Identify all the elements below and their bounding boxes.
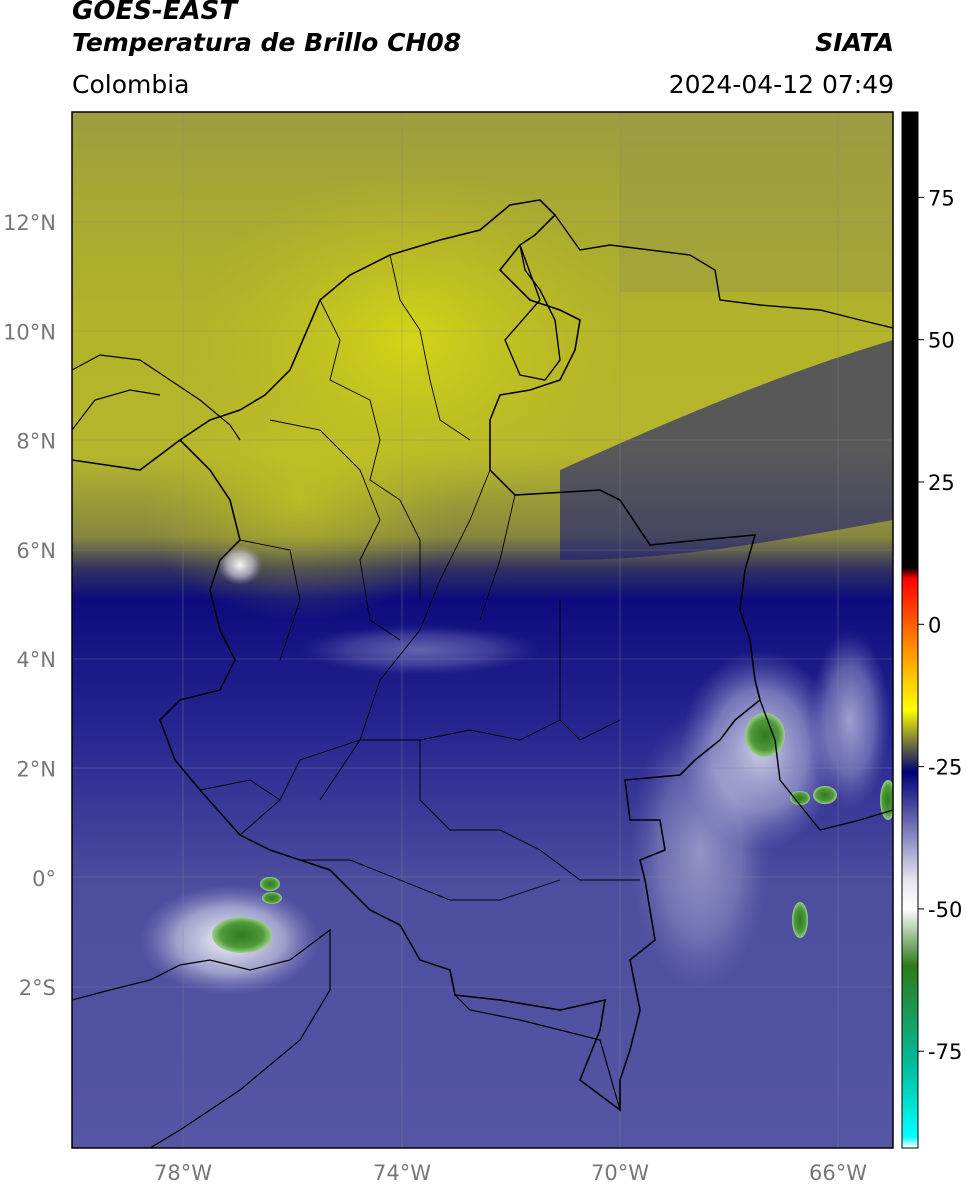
timestamp-label: 2024-04-12 07:49 bbox=[668, 70, 894, 99]
colorbar-tick-label: 0 bbox=[928, 613, 941, 637]
latitude-tick-label: 6°N bbox=[16, 539, 56, 563]
latitude-tick-label: 12°N bbox=[3, 211, 56, 235]
map-frame bbox=[71, 111, 894, 1149]
colorbar-tick-label: 75 bbox=[928, 186, 955, 210]
product-title: Temperatura de Brillo CH08 bbox=[72, 28, 462, 57]
longitude-tick-label: 78°W bbox=[154, 1161, 212, 1185]
colorbar bbox=[902, 112, 918, 1148]
borders bbox=[72, 199, 893, 1148]
latitude-tick-label: 2°S bbox=[19, 976, 56, 1000]
colorbar-tick-label: -50 bbox=[928, 898, 962, 922]
gridlines bbox=[72, 112, 893, 1148]
organization-label: SIATA bbox=[815, 28, 894, 57]
latitude-tick-label: 2°N bbox=[16, 758, 56, 782]
colorbar-tick-label: -25 bbox=[928, 756, 962, 780]
latitude-tick-label: 10°N bbox=[3, 320, 56, 344]
latitude-labels: 12°N 10°N 8°N 6°N 4°N 2°N 0° 2°S bbox=[3, 211, 56, 1000]
latitude-tick-label: 8°N bbox=[16, 430, 56, 454]
region-label: Colombia bbox=[72, 70, 190, 99]
colorbar-tick-label: 25 bbox=[928, 471, 955, 495]
longitude-labels: 78°W 74°W 70°W 66°W bbox=[154, 1161, 867, 1185]
latitude-tick-label: 0° bbox=[32, 867, 56, 891]
satellite-title: GOES-EAST bbox=[72, 0, 238, 26]
longitude-tick-label: 66°W bbox=[809, 1161, 867, 1185]
colorbar-tick-label: -75 bbox=[928, 1040, 962, 1064]
colorbar-ticks: 75 50 25 0 -25 -50 -75 bbox=[918, 186, 962, 1064]
colorbar-tick-label: 50 bbox=[928, 329, 955, 353]
brightness-field bbox=[72, 112, 893, 1148]
colorbar-frame bbox=[901, 111, 919, 1149]
latitude-tick-label: 4°N bbox=[16, 648, 56, 672]
longitude-tick-label: 70°W bbox=[591, 1161, 649, 1185]
longitude-tick-label: 74°W bbox=[373, 1161, 431, 1185]
